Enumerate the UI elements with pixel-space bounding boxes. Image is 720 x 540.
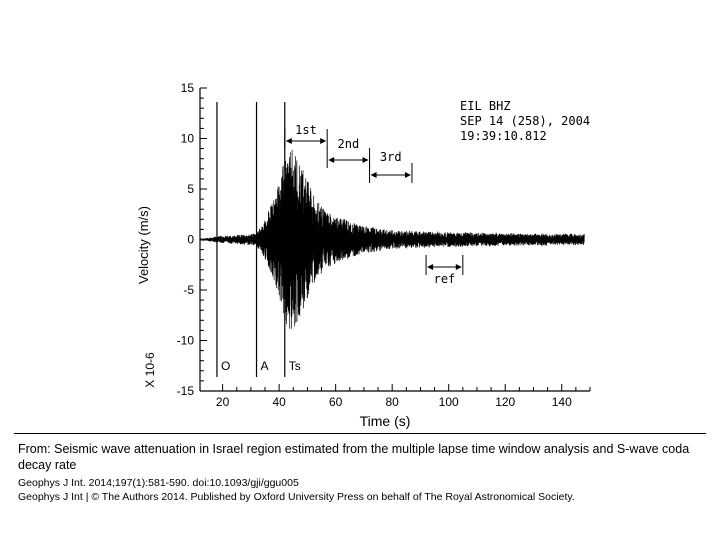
station-info-line: EIL BHZ (460, 99, 511, 113)
x-tick-label: 60 (329, 395, 343, 409)
caption-copyright: Geophys J Int | © The Authors 2014. Publ… (18, 491, 575, 503)
window-arrowhead (320, 138, 327, 144)
x-tick-label: 80 (385, 395, 399, 409)
waveform-trace (199, 149, 585, 329)
window-arrowhead (370, 172, 377, 178)
x-tick-label: 140 (552, 395, 572, 409)
x-tick-label: 100 (439, 395, 459, 409)
y-tick-label: 15 (181, 81, 195, 95)
window-arrowhead (404, 172, 411, 178)
phase-marker-label: Ts (289, 359, 301, 373)
y-tick-label: -10 (177, 334, 195, 348)
y-axis-label: Velocity (m/s) (136, 206, 151, 284)
chart-axes: 15 10 5 0 -5 -10 -15 20 40 60 80 100 120 140 (177, 81, 591, 409)
y-scale-note: X 10-6 (143, 352, 157, 388)
window-arrowhead (455, 264, 462, 270)
caption-divider (14, 433, 706, 434)
x-tick-label: 40 (272, 395, 286, 409)
window-label: ref (434, 272, 456, 286)
window-arrowhead (328, 157, 335, 163)
caption-citation: Geophys J Int. 2014;197(1):581-590. doi:… (18, 477, 299, 489)
y-tick-label: 10 (181, 132, 195, 146)
y-tick-label: -5 (183, 283, 194, 297)
caption-title: From: Seismic wave attenuation in Israel… (18, 442, 690, 472)
station-info-line: 19:39:10.812 (460, 129, 547, 143)
phase-marker-label: O (221, 359, 230, 373)
y-tick-label: 5 (187, 182, 194, 196)
phase-marker-label: A (261, 359, 269, 373)
window-arrowhead (427, 264, 434, 270)
window-arrowhead (362, 157, 369, 163)
y-tick-label: -15 (177, 384, 195, 398)
time-windows: 1st 2nd 3rd ref (284, 123, 464, 286)
window-arrowhead (285, 138, 292, 144)
waveform-group (199, 149, 585, 329)
figure-caption: From: Seismic wave attenuation in Israel… (18, 441, 708, 504)
x-tick-label: 20 (216, 395, 230, 409)
axis-labels: Time (s) Velocity (m/s) X 10-6 (136, 206, 410, 429)
x-tick-label: 120 (495, 395, 515, 409)
station-info-line: SEP 14 (258), 2004 (460, 114, 590, 128)
x-axis-label: Time (s) (360, 413, 411, 429)
y-tick-label: 0 (187, 233, 194, 247)
seismogram-chart: 15 10 5 0 -5 -10 -15 20 40 60 80 100 120 140 O A Ts 1st… (136, 81, 591, 429)
window-label: 2nd (338, 137, 360, 151)
window-label: 1st (295, 123, 317, 137)
window-label: 3rd (380, 150, 402, 164)
